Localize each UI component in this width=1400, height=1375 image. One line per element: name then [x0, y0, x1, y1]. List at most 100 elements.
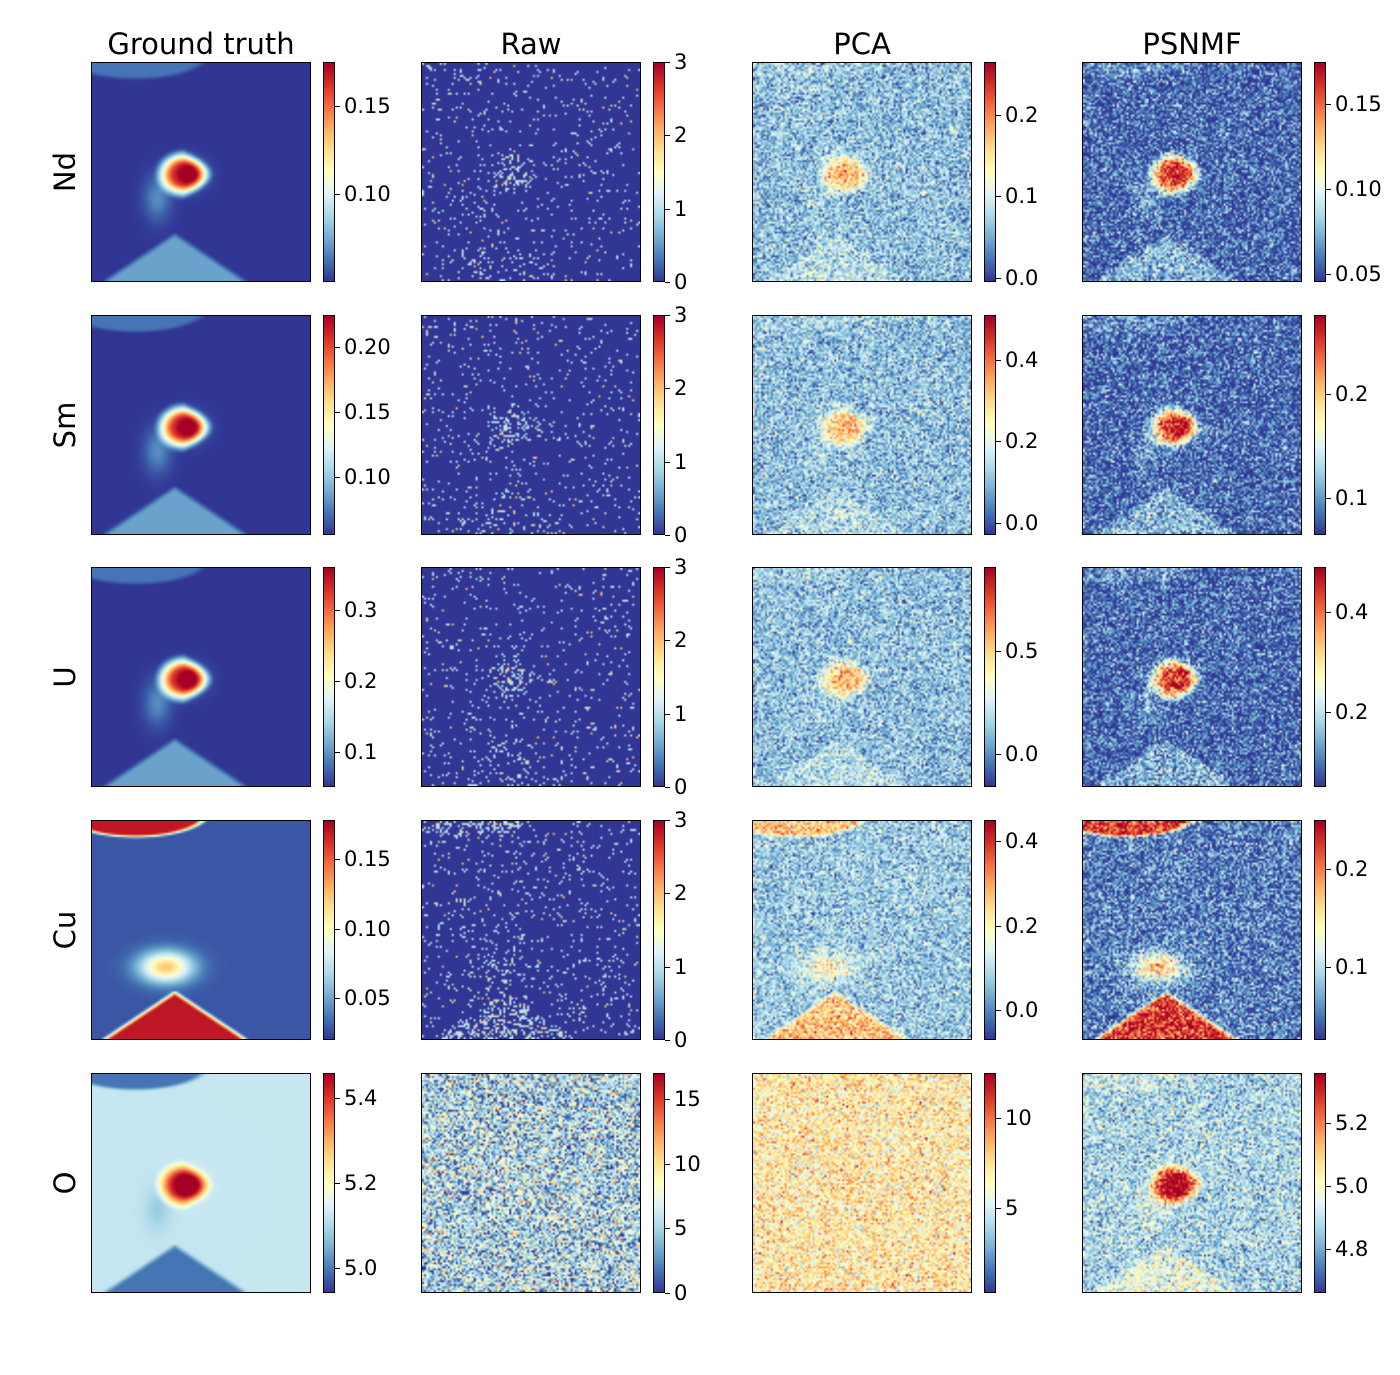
- colorbar-tick-label: 0.05: [1335, 262, 1382, 286]
- heatmap-u-3: [1082, 567, 1302, 787]
- colorbar-tick: [1326, 712, 1331, 713]
- colorbar-tick: [665, 282, 670, 283]
- colorbar-tick: [665, 820, 670, 821]
- heatmap-cu-3: [1082, 820, 1302, 1040]
- colorbar-tick-label: 0: [674, 1028, 688, 1052]
- colorbar-tick: [996, 115, 1001, 116]
- heatmap-sm-0: [91, 315, 311, 535]
- colorbar-tick: [665, 787, 670, 788]
- colorbar-tick-label: 0.10: [344, 182, 391, 206]
- row-label-nd: Nd: [48, 151, 82, 193]
- heatmap-nd-1: [421, 62, 641, 282]
- colorbar-tick-label: 0.10: [344, 465, 391, 489]
- colorbar-tick: [665, 209, 670, 210]
- heatmap-canvas: [753, 316, 971, 534]
- column-title-1: Raw: [500, 27, 562, 61]
- colorbar-tick-label: 5.4: [344, 1086, 378, 1110]
- colorbar-tick-label: 0.2: [1005, 914, 1039, 938]
- colorbar-tick-label: 5: [1005, 1196, 1019, 1220]
- colorbar-tick-label: 0.15: [344, 847, 391, 871]
- colorbar-tick-label: 3: [674, 50, 688, 74]
- colorbar-tick: [1326, 1186, 1331, 1187]
- colorbar-tick: [665, 1040, 670, 1041]
- colorbar-tick: [1326, 1123, 1331, 1124]
- colorbar-tick: [665, 640, 670, 641]
- row-label-u: U: [48, 666, 82, 688]
- colorbar: [653, 1073, 665, 1293]
- colorbar-tick-label: 0.15: [1335, 92, 1382, 116]
- heatmap-canvas: [422, 1074, 640, 1292]
- colorbar-tick: [1326, 274, 1331, 275]
- colorbar-tick-label: 0.05: [344, 986, 391, 1010]
- colorbar-tick: [1326, 104, 1331, 105]
- colorbar-tick-label: 0.1: [344, 740, 378, 764]
- column-title-2: PCA: [833, 27, 891, 61]
- colorbar-tick: [665, 1228, 670, 1229]
- colorbar: [984, 315, 996, 535]
- row-label-o: O: [48, 1171, 82, 1195]
- colorbar-tick-label: 1: [674, 197, 688, 221]
- colorbar-tick-label: 0.0: [1005, 511, 1039, 535]
- colorbar: [984, 62, 996, 282]
- heatmap-sm-3: [1082, 315, 1302, 535]
- colorbar-tick: [665, 893, 670, 894]
- colorbar-tick: [335, 929, 340, 930]
- colorbar-tick-label: 5.2: [1335, 1111, 1369, 1135]
- colorbar-tick-label: 0.2: [1335, 382, 1369, 406]
- heatmap-canvas: [92, 821, 310, 1039]
- colorbar-tick-label: 3: [674, 808, 688, 832]
- colorbar-tick: [996, 651, 1001, 652]
- heatmap-u-1: [421, 567, 641, 787]
- colorbar-tick: [335, 1098, 340, 1099]
- colorbar: [1314, 820, 1326, 1040]
- row-label-cu: Cu: [48, 910, 82, 950]
- heatmap-canvas: [1083, 316, 1301, 534]
- colorbar-tick-label: 2: [674, 628, 688, 652]
- colorbar: [1314, 62, 1326, 282]
- heatmap-nd-2: [752, 62, 972, 282]
- colorbar-tick: [996, 196, 1001, 197]
- colorbar-tick-label: 1: [674, 450, 688, 474]
- colorbar: [1314, 1073, 1326, 1293]
- colorbar-tick: [335, 859, 340, 860]
- colorbar: [1314, 315, 1326, 535]
- colorbar-tick: [1326, 612, 1331, 613]
- colorbar-tick-label: 0.10: [344, 917, 391, 941]
- colorbar-tick: [996, 278, 1001, 279]
- colorbar-tick: [996, 441, 1001, 442]
- heatmap-cu-1: [421, 820, 641, 1040]
- colorbar-tick: [335, 752, 340, 753]
- colorbar-tick: [1326, 967, 1331, 968]
- colorbar-tick-label: 0.20: [344, 335, 391, 359]
- colorbar-tick: [335, 681, 340, 682]
- colorbar-tick-label: 4.8: [1335, 1237, 1369, 1261]
- heatmap-canvas: [1083, 821, 1301, 1039]
- colorbar-tick: [1326, 1249, 1331, 1250]
- colorbar: [653, 315, 665, 535]
- heatmap-canvas: [753, 1074, 971, 1292]
- heatmap-canvas: [422, 63, 640, 281]
- heatmap-u-0: [91, 567, 311, 787]
- colorbar-tick: [665, 1099, 670, 1100]
- row-label-sm: Sm: [48, 401, 82, 449]
- colorbar: [323, 1073, 335, 1293]
- colorbar-tick-label: 1: [674, 702, 688, 726]
- colorbar: [323, 820, 335, 1040]
- heatmap-nd-0: [91, 62, 311, 282]
- colorbar-tick: [665, 62, 670, 63]
- heatmap-sm-2: [752, 315, 972, 535]
- heatmap-canvas: [92, 568, 310, 786]
- colorbar-tick: [996, 754, 1001, 755]
- colorbar-tick: [1326, 394, 1331, 395]
- colorbar-tick: [1326, 869, 1331, 870]
- heatmap-o-1: [421, 1073, 641, 1293]
- colorbar-tick-label: 0.3: [344, 598, 378, 622]
- heatmap-o-3: [1082, 1073, 1302, 1293]
- colorbar-tick: [335, 610, 340, 611]
- colorbar-tick: [996, 360, 1001, 361]
- colorbar-tick-label: 0: [674, 775, 688, 799]
- heatmap-canvas: [422, 568, 640, 786]
- heatmap-o-0: [91, 1073, 311, 1293]
- colorbar-tick-label: 0.2: [1335, 857, 1369, 881]
